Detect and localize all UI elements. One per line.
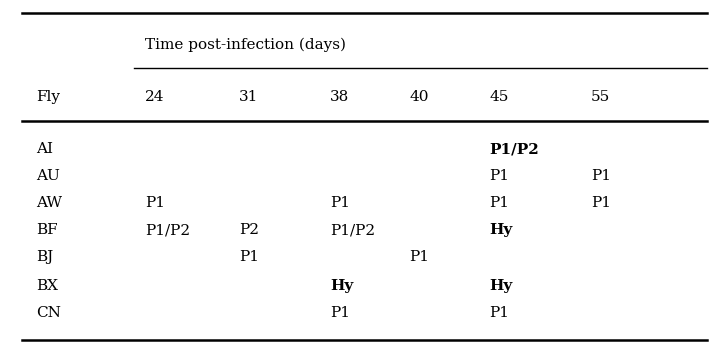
- Text: Time post-infection (days): Time post-infection (days): [145, 38, 346, 52]
- Text: Fly: Fly: [36, 90, 60, 104]
- Text: P1: P1: [330, 306, 350, 320]
- Text: Hy: Hy: [330, 279, 353, 293]
- Text: BJ: BJ: [36, 251, 54, 264]
- Text: 45: 45: [489, 90, 509, 104]
- Text: P2: P2: [239, 224, 260, 237]
- Text: P1: P1: [489, 306, 510, 320]
- Text: 38: 38: [330, 90, 349, 104]
- Text: AI: AI: [36, 143, 53, 156]
- Text: AW: AW: [36, 197, 62, 210]
- Text: P1/P2: P1/P2: [330, 224, 375, 237]
- Text: P1: P1: [145, 197, 165, 210]
- Text: P1: P1: [591, 197, 611, 210]
- Text: P1: P1: [489, 197, 510, 210]
- Text: P1: P1: [489, 170, 510, 183]
- Text: P1: P1: [410, 251, 430, 264]
- Text: P1/P2: P1/P2: [489, 143, 539, 156]
- Text: P1: P1: [239, 251, 260, 264]
- Text: P1: P1: [330, 197, 350, 210]
- Text: BX: BX: [36, 279, 58, 293]
- Text: 31: 31: [239, 90, 259, 104]
- Text: BF: BF: [36, 224, 58, 237]
- Text: Hy: Hy: [489, 224, 513, 237]
- Text: 55: 55: [591, 90, 610, 104]
- Text: 24: 24: [145, 90, 165, 104]
- Text: CN: CN: [36, 306, 61, 320]
- Text: P1: P1: [591, 170, 611, 183]
- Text: P1/P2: P1/P2: [145, 224, 190, 237]
- Text: AU: AU: [36, 170, 60, 183]
- Text: Hy: Hy: [489, 279, 513, 293]
- Text: 40: 40: [410, 90, 429, 104]
